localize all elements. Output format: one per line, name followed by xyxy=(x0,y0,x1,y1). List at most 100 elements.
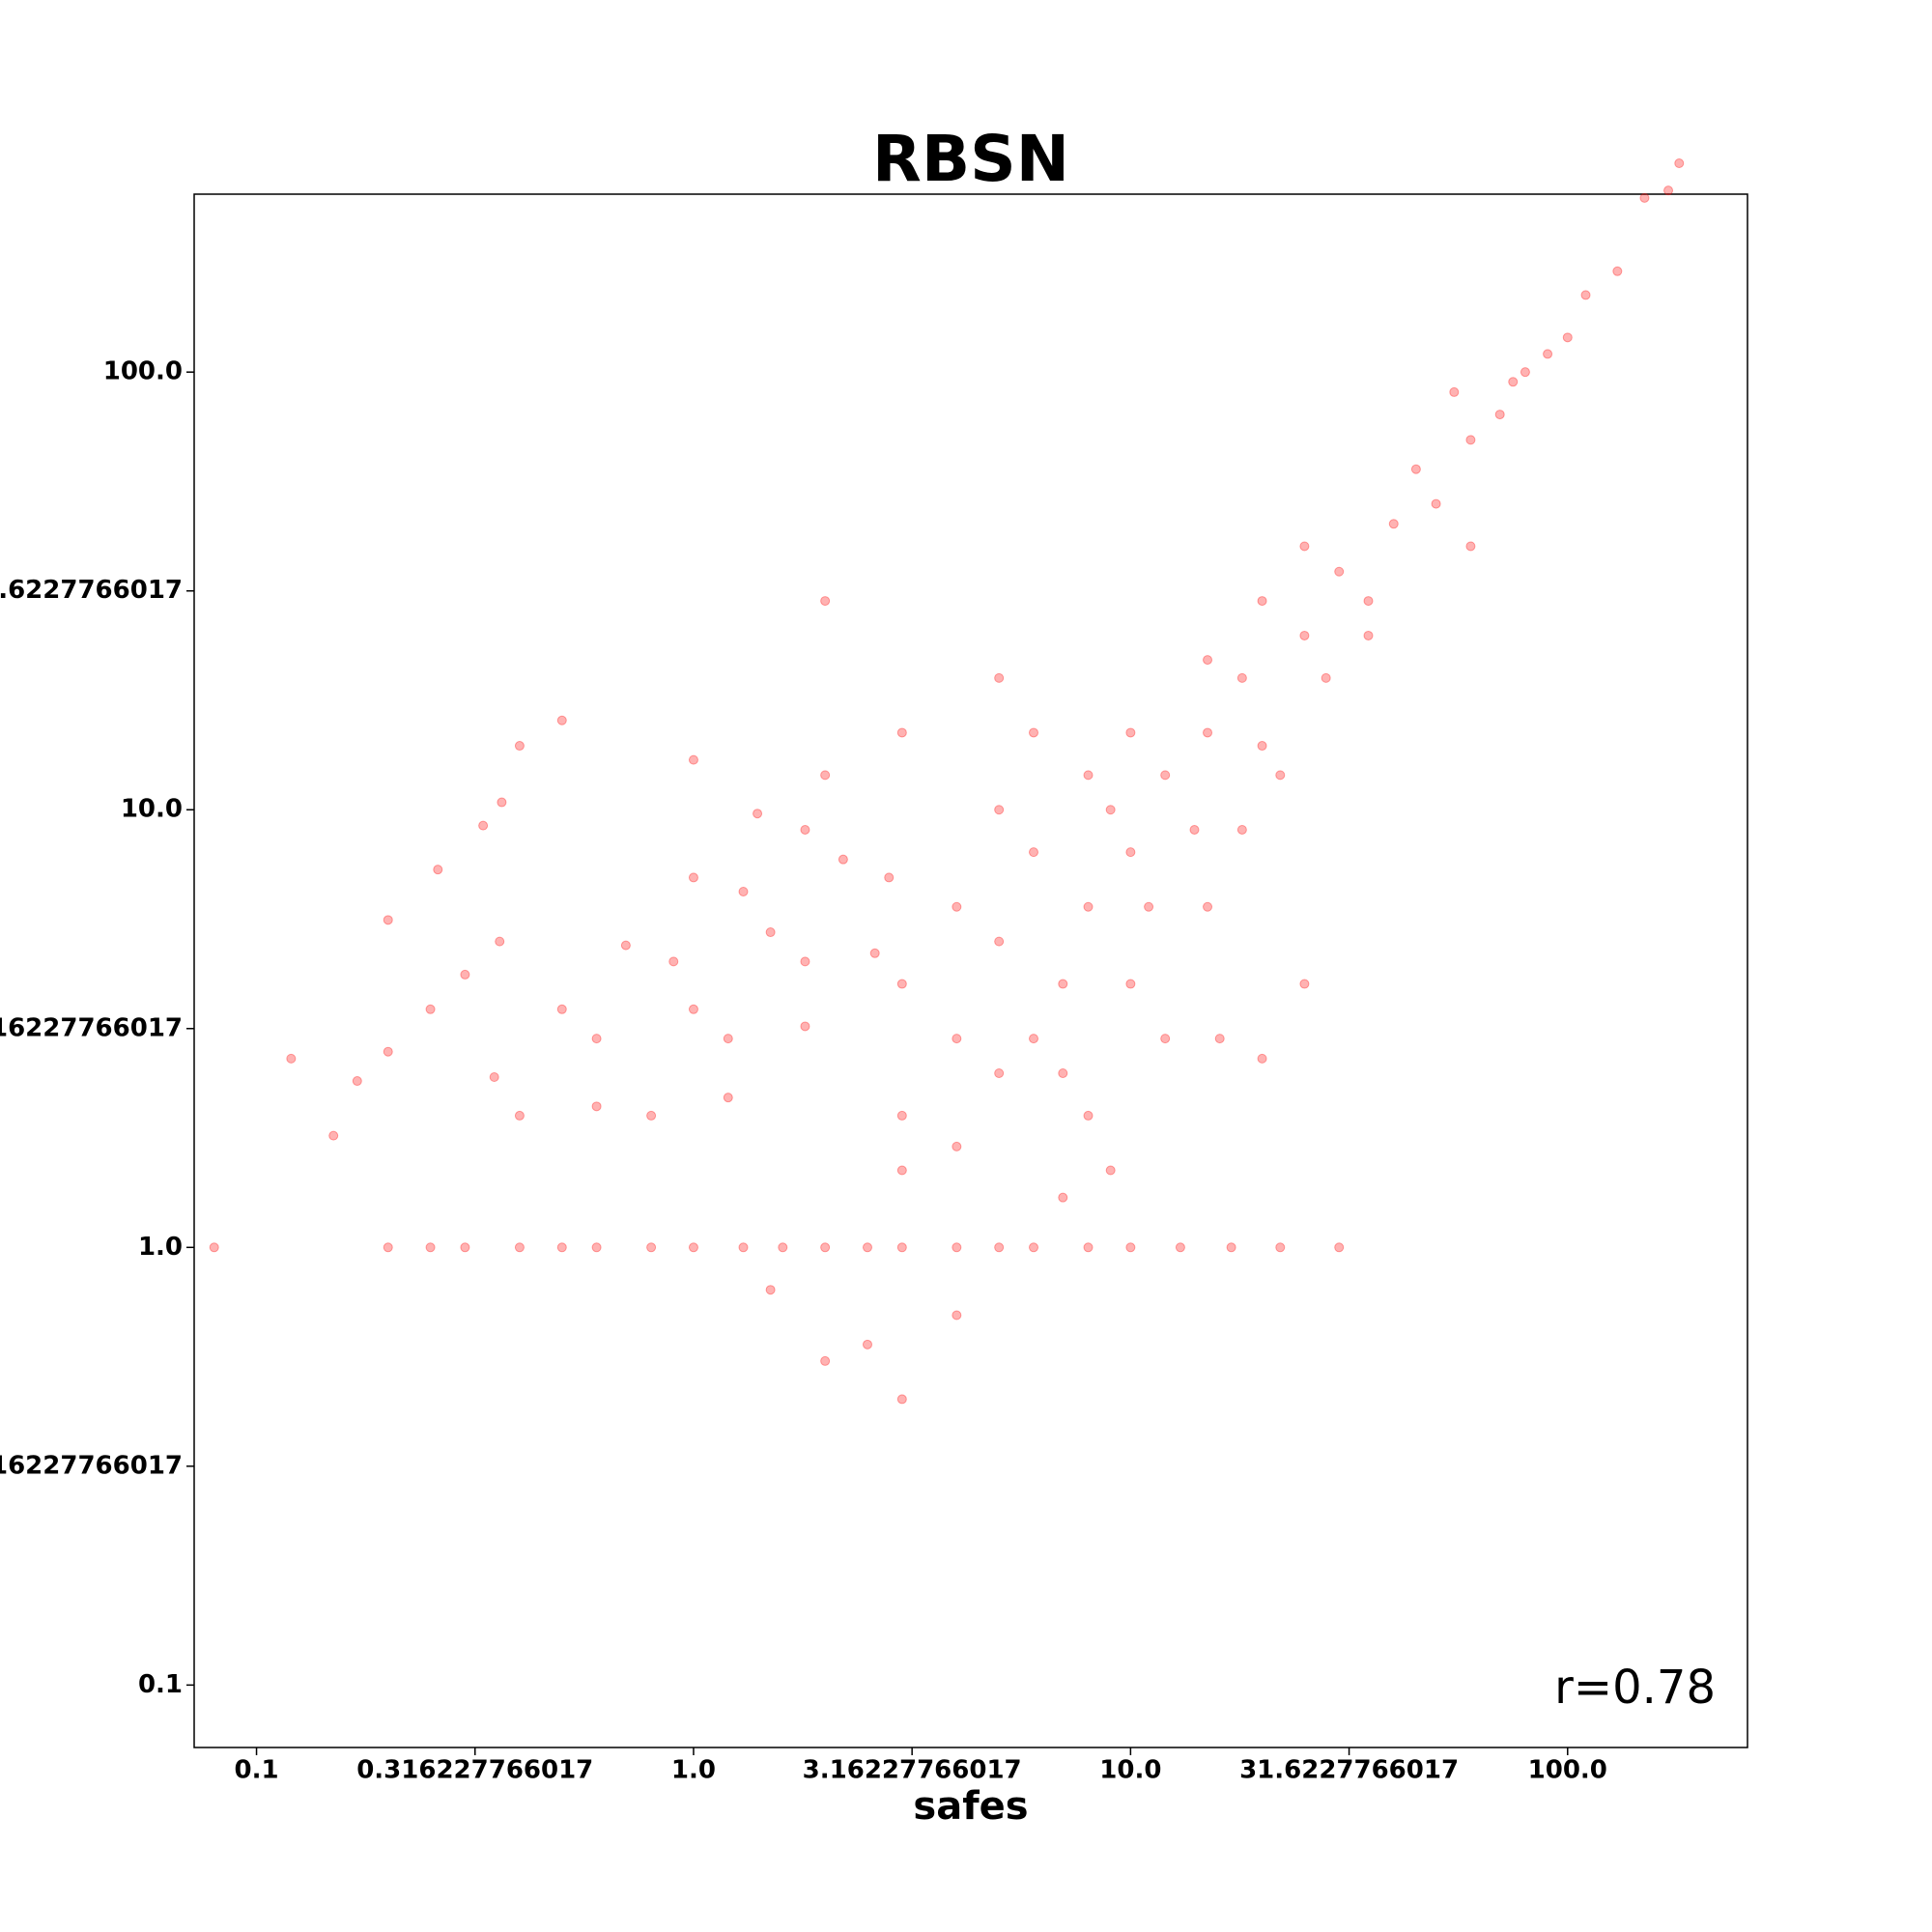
point xyxy=(1236,824,1247,835)
point xyxy=(1029,1034,1039,1044)
point xyxy=(1410,464,1421,474)
point xyxy=(723,1093,733,1103)
point xyxy=(896,1394,907,1405)
point xyxy=(820,1355,831,1366)
point xyxy=(1083,770,1094,781)
point xyxy=(489,1071,499,1082)
point xyxy=(425,1004,436,1014)
point xyxy=(1334,566,1345,577)
point xyxy=(884,872,895,883)
point xyxy=(738,887,749,897)
point xyxy=(896,1165,907,1176)
point xyxy=(952,1242,962,1253)
point xyxy=(1612,266,1623,276)
point xyxy=(838,854,848,865)
point xyxy=(1105,1165,1116,1176)
point xyxy=(723,1034,733,1044)
point xyxy=(514,741,525,752)
point xyxy=(1257,1053,1267,1064)
point xyxy=(869,948,880,958)
point xyxy=(1160,1034,1171,1044)
point xyxy=(495,936,505,947)
x-axis-label: safes xyxy=(913,1784,1028,1829)
point xyxy=(1058,979,1068,989)
point xyxy=(1494,410,1505,420)
point xyxy=(994,1242,1005,1253)
point xyxy=(460,969,470,980)
point xyxy=(1388,519,1399,529)
point xyxy=(800,1021,810,1032)
point xyxy=(1125,847,1136,858)
y-tick-label: 1.0 xyxy=(138,1233,183,1262)
point xyxy=(994,805,1005,815)
x-tick-label: 10.0 xyxy=(1099,1756,1161,1785)
point xyxy=(328,1130,339,1141)
point xyxy=(1562,332,1573,343)
point xyxy=(1639,192,1650,203)
point xyxy=(1363,596,1374,607)
point xyxy=(556,715,567,725)
y-tick-label: 0.316227766017 xyxy=(0,1451,183,1480)
point xyxy=(478,820,489,831)
point xyxy=(591,1242,602,1253)
point xyxy=(1083,1110,1094,1121)
point xyxy=(952,901,962,912)
point xyxy=(1029,1242,1039,1253)
point xyxy=(646,1242,657,1253)
point xyxy=(896,1110,907,1121)
x-tick-label: 0.316227766017 xyxy=(356,1756,593,1785)
point xyxy=(952,1310,962,1321)
point xyxy=(646,1110,657,1121)
point xyxy=(688,754,698,765)
point xyxy=(1189,824,1200,835)
point xyxy=(1125,1242,1136,1253)
point xyxy=(820,596,831,607)
y-tick-label: 31.6227766017 xyxy=(0,576,183,605)
point xyxy=(497,797,507,808)
point xyxy=(352,1076,362,1087)
y-tick-label: 10.0 xyxy=(121,795,183,824)
point xyxy=(668,956,679,967)
point xyxy=(994,672,1005,683)
point xyxy=(688,872,698,883)
point xyxy=(896,727,907,738)
point xyxy=(383,1046,393,1057)
x-tick-label: 100.0 xyxy=(1528,1756,1607,1785)
x-tick-label: 3.16227766017 xyxy=(803,1756,1022,1785)
point xyxy=(1674,158,1685,169)
point xyxy=(765,1285,776,1295)
point xyxy=(1508,377,1519,387)
point xyxy=(738,1242,749,1253)
point xyxy=(952,1141,962,1151)
point xyxy=(514,1242,525,1253)
point xyxy=(591,1101,602,1112)
point xyxy=(1449,386,1460,397)
y-tick-label: 3.16227766017 xyxy=(0,1013,183,1042)
point xyxy=(1125,979,1136,989)
point xyxy=(1321,672,1331,683)
point xyxy=(862,1339,872,1350)
point xyxy=(1160,770,1171,781)
point xyxy=(1083,901,1094,912)
point xyxy=(1058,1192,1068,1203)
point xyxy=(765,927,776,938)
point xyxy=(556,1242,567,1253)
x-tick-label: 0.1 xyxy=(235,1756,279,1785)
point xyxy=(1334,1242,1345,1253)
point xyxy=(1275,770,1286,781)
point xyxy=(591,1034,602,1044)
point xyxy=(1663,185,1674,196)
x-tick-label: 1.0 xyxy=(671,1756,716,1785)
point xyxy=(1465,541,1476,552)
y-tick-label: 100.0 xyxy=(103,357,183,386)
point xyxy=(514,1110,525,1121)
point xyxy=(1363,630,1374,640)
point xyxy=(1257,741,1267,752)
point xyxy=(1029,847,1039,858)
point xyxy=(952,1034,962,1044)
point xyxy=(800,824,810,835)
point xyxy=(1580,290,1591,300)
point xyxy=(1520,367,1530,378)
point xyxy=(1236,672,1247,683)
